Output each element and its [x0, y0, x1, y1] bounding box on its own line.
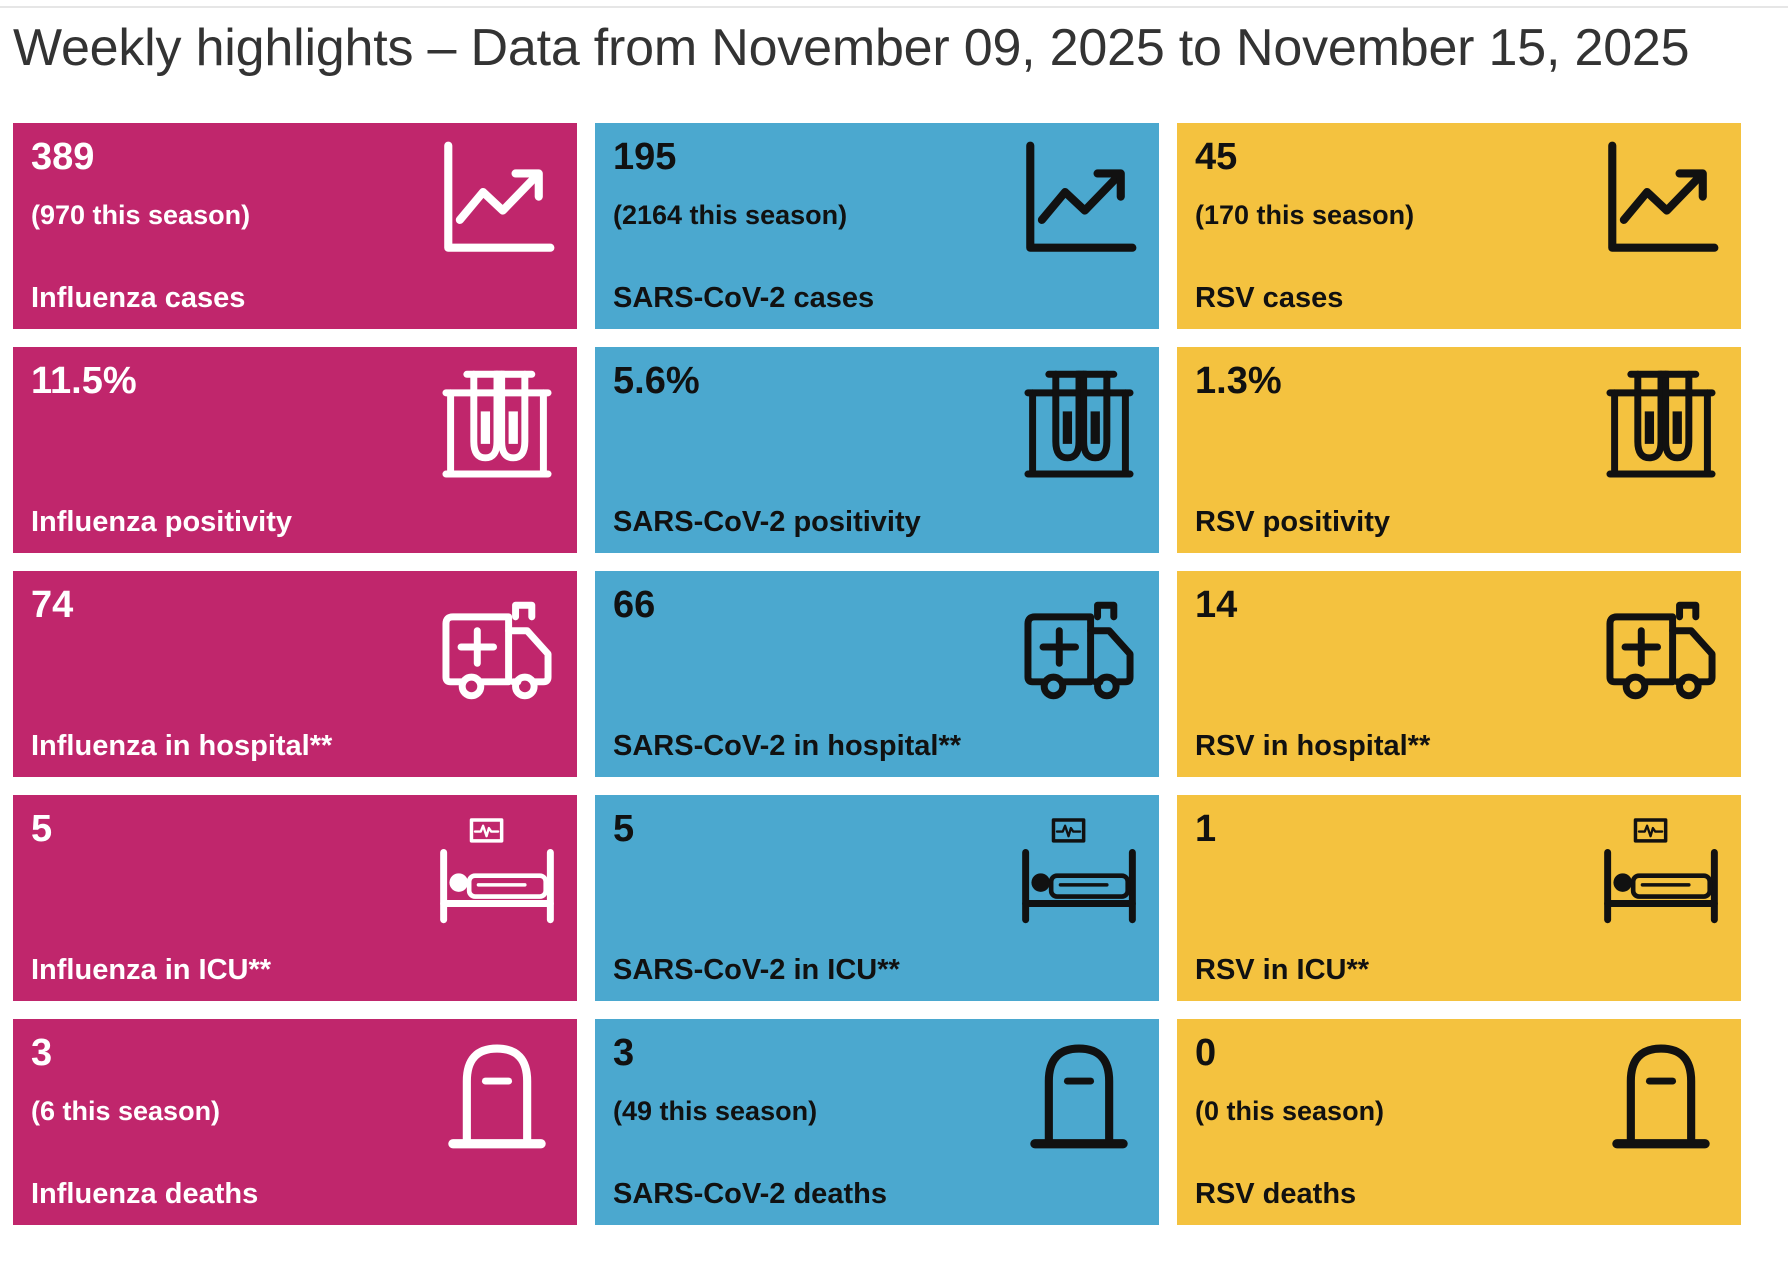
trend-chart-icon: [1021, 141, 1137, 257]
card-season-total: (0 this season): [1195, 1096, 1385, 1126]
card-value: 1.3%: [1195, 360, 1282, 402]
card-label: SARS-CoV-2 in hospital**: [613, 730, 962, 762]
card-value: 3: [31, 1032, 53, 1074]
tombstone-icon: [1603, 1037, 1719, 1153]
card-label: Influenza in hospital**: [31, 730, 333, 762]
card-value: 5.6%: [613, 360, 700, 402]
card-sars-cov-2-cases: 195 (2164 this season) SARS-CoV-2 cases: [595, 123, 1159, 329]
tombstone-icon: [439, 1037, 555, 1153]
ambulance-icon: [1603, 589, 1719, 705]
hospital-bed-icon: [439, 813, 555, 929]
card-value: 5: [31, 808, 53, 850]
card-label: SARS-CoV-2 deaths: [613, 1178, 887, 1210]
card-label: Influenza positivity: [31, 506, 293, 538]
card-influenza-hospital: 74 Influenza in hospital**: [13, 571, 577, 777]
hospital-bed-icon: [1603, 813, 1719, 929]
card-influenza-positivity: 11.5% Influenza positivity: [13, 347, 577, 553]
card-label: RSV cases: [1195, 282, 1344, 314]
card-label: SARS-CoV-2 in ICU**: [613, 954, 900, 986]
card-rsv-icu: 1 RSV in ICU**: [1177, 795, 1741, 1001]
ambulance-icon: [1021, 589, 1137, 705]
card-label: SARS-CoV-2 positivity: [613, 506, 921, 538]
card-value: 389: [31, 136, 95, 178]
card-label: Influenza in ICU**: [31, 954, 272, 986]
card-sars-cov-2-deaths: 3 (49 this season) SARS-CoV-2 deaths: [595, 1019, 1159, 1225]
card-label: RSV deaths: [1195, 1178, 1357, 1210]
hospital-bed-icon: [1021, 813, 1137, 929]
card-value: 3: [613, 1032, 635, 1074]
highlights-grid: 389 (970 this season) Influenza cases 19…: [13, 123, 1741, 1225]
card-season-total: (49 this season): [613, 1096, 818, 1126]
card-label: RSV in ICU**: [1195, 954, 1370, 986]
card-value: 0: [1195, 1032, 1217, 1074]
card-value: 14: [1195, 584, 1238, 626]
trend-chart-icon: [1603, 141, 1719, 257]
card-value: 5: [613, 808, 635, 850]
card-value: 11.5%: [31, 360, 137, 402]
card-label: Influenza deaths: [31, 1178, 259, 1210]
page-title: Weekly highlights – Data from November 0…: [13, 19, 1690, 77]
card-rsv-hospital: 14 RSV in hospital**: [1177, 571, 1741, 777]
card-value: 45: [1195, 136, 1238, 178]
trend-chart-icon: [439, 141, 555, 257]
test-tubes-icon: [1021, 365, 1137, 481]
card-label: RSV in hospital**: [1195, 730, 1431, 762]
card-value: 74: [31, 584, 74, 626]
card-value: 1: [1195, 808, 1217, 850]
card-sars-cov-2-hospital: 66 SARS-CoV-2 in hospital**: [595, 571, 1159, 777]
card-season-total: (6 this season): [31, 1096, 221, 1126]
card-influenza-cases: 389 (970 this season) Influenza cases: [13, 123, 577, 329]
card-label: Influenza cases: [31, 282, 246, 314]
card-label: RSV positivity: [1195, 506, 1390, 538]
test-tubes-icon: [1603, 365, 1719, 481]
card-season-total: (970 this season): [31, 200, 251, 230]
top-divider: [0, 6, 1788, 8]
card-value: 66: [613, 584, 656, 626]
card-sars-cov-2-icu: 5 SARS-CoV-2 in ICU**: [595, 795, 1159, 1001]
test-tubes-icon: [439, 365, 555, 481]
card-rsv-cases: 45 (170 this season) RSV cases: [1177, 123, 1741, 329]
card-label: SARS-CoV-2 cases: [613, 282, 875, 314]
ambulance-icon: [439, 589, 555, 705]
tombstone-icon: [1021, 1037, 1137, 1153]
card-rsv-deaths: 0 (0 this season) RSV deaths: [1177, 1019, 1741, 1225]
card-rsv-positivity: 1.3% RSV positivity: [1177, 347, 1741, 553]
card-value: 195: [613, 136, 677, 178]
card-sars-cov-2-positivity: 5.6% SARS-CoV-2 positivity: [595, 347, 1159, 553]
card-influenza-deaths: 3 (6 this season) Influenza deaths: [13, 1019, 577, 1225]
card-influenza-icu: 5 Influenza in ICU**: [13, 795, 577, 1001]
card-season-total: (2164 this season): [613, 200, 848, 230]
card-season-total: (170 this season): [1195, 200, 1415, 230]
